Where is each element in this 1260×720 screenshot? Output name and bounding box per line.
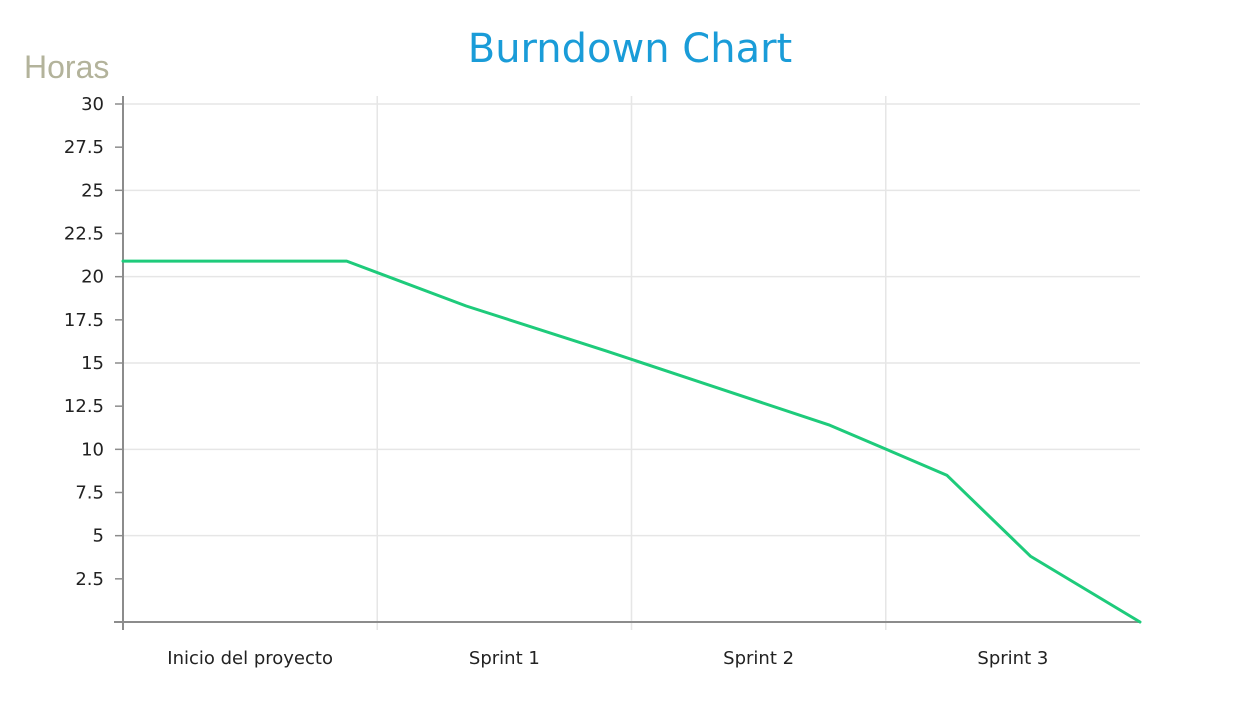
y-tick-label: 27.5 (64, 137, 104, 158)
y-tick-label: 20 (81, 267, 104, 288)
y-tick-label: 22.5 (64, 224, 104, 245)
y-tick-label: 15 (81, 353, 104, 374)
grid-lines (123, 96, 1140, 630)
y-tick-label: 17.5 (64, 310, 104, 331)
y-tick-label: 5 (93, 526, 104, 547)
x-tick-label: Sprint 3 (977, 648, 1048, 669)
y-tick-label: 2.5 (75, 569, 104, 590)
series-line (121, 259, 1142, 624)
chart-title: Burndown Chart (468, 26, 792, 72)
y-tick-label: 30 (81, 94, 104, 115)
y-tick-label: 25 (81, 180, 104, 201)
y-axis-ticks: 2.5 5 7.5 10 12.5 15 17.5 20 22.5 25 27.5 30 (64, 94, 123, 590)
x-tick-label: Sprint 2 (723, 648, 794, 669)
x-tick-label: Sprint 1 (469, 648, 540, 669)
y-tick-label: 10 (81, 439, 104, 460)
y-tick-label: 12.5 (64, 396, 104, 417)
y-axis-label: Horas (24, 49, 109, 85)
x-tick-label: Inicio del proyecto (167, 648, 333, 669)
series-layer (121, 259, 1142, 624)
x-axis-ticks: Inicio del proyecto Sprint 1 Sprint 2 Sprin… (167, 648, 1048, 669)
y-tick-label: 7.5 (75, 483, 104, 504)
